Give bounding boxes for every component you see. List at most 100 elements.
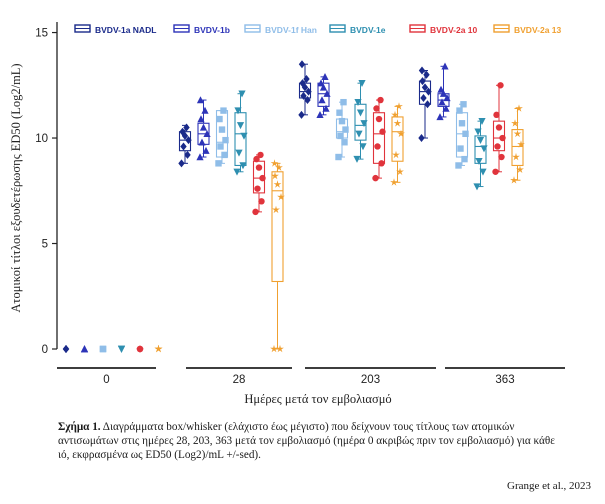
data-point bbox=[458, 120, 466, 127]
legend-entry: BVDV-1e bbox=[350, 25, 386, 35]
box-whisker-chart: BVDV-1a NADL BVDV-1b BVDV-1f Han BVDV-1e BVD… bbox=[9, 22, 565, 406]
data-point bbox=[353, 155, 361, 163]
data-point bbox=[323, 89, 331, 97]
data-point bbox=[203, 130, 211, 138]
data-point bbox=[202, 146, 210, 154]
data-point bbox=[254, 185, 261, 192]
box-group bbox=[270, 159, 285, 353]
data-point bbox=[461, 155, 468, 163]
box-group bbox=[372, 96, 386, 182]
data-point bbox=[390, 178, 398, 186]
data-point bbox=[234, 107, 242, 115]
data-point bbox=[372, 174, 379, 182]
data-point bbox=[235, 149, 243, 157]
data-point bbox=[304, 96, 311, 105]
box bbox=[234, 112, 247, 167]
x-tick-label: 28 bbox=[233, 374, 246, 386]
data-point bbox=[498, 153, 505, 161]
data-point bbox=[375, 115, 383, 123]
box-group bbox=[136, 345, 144, 353]
data-point bbox=[455, 162, 462, 169]
data-point bbox=[201, 106, 209, 114]
data-point bbox=[258, 198, 265, 205]
data-point bbox=[341, 139, 348, 146]
legend-entry: BVDV-1f Han bbox=[265, 25, 317, 35]
figure-caption: Σχήμα 1. Διαγράμματα box/whisker (ελάχισ… bbox=[58, 420, 558, 462]
data-point bbox=[338, 117, 346, 125]
y-axis-label: Ατομικοί τίτλοι εξουδετέρωσης ED50 (Log2… bbox=[9, 63, 23, 312]
data-point bbox=[303, 74, 310, 83]
data-point bbox=[378, 160, 385, 167]
data-point bbox=[374, 143, 381, 150]
data-point bbox=[252, 208, 259, 216]
data-point bbox=[360, 120, 368, 128]
legend-entry: BVDV-1a NADL bbox=[95, 25, 156, 35]
data-point bbox=[354, 98, 362, 106]
data-point bbox=[379, 128, 386, 135]
data-point bbox=[178, 159, 185, 168]
box-group bbox=[298, 60, 312, 119]
box-group bbox=[316, 73, 331, 119]
legend: BVDV-1a NADL BVDV-1b BVDV-1f Han BVDV-1e BVD… bbox=[74, 24, 562, 35]
box-group bbox=[390, 102, 405, 186]
data-point bbox=[397, 129, 405, 138]
data-point bbox=[197, 115, 205, 123]
data-point bbox=[499, 134, 506, 142]
data-point bbox=[497, 82, 504, 89]
data-point bbox=[183, 123, 190, 132]
data-point bbox=[257, 151, 264, 159]
plot-area bbox=[62, 60, 525, 353]
data-point bbox=[184, 150, 191, 159]
data-point bbox=[179, 127, 186, 136]
data-point bbox=[425, 87, 432, 96]
data-point bbox=[318, 96, 326, 104]
box-group bbox=[335, 98, 349, 161]
data-point bbox=[180, 142, 187, 151]
box-group bbox=[117, 345, 126, 353]
data-point bbox=[478, 117, 486, 125]
data-point bbox=[424, 100, 431, 109]
data-point bbox=[238, 90, 246, 98]
data-point bbox=[456, 107, 463, 114]
data-point bbox=[441, 62, 449, 70]
data-point bbox=[236, 122, 245, 130]
data-point bbox=[421, 83, 429, 92]
data-point bbox=[136, 345, 144, 353]
data-point bbox=[420, 93, 427, 102]
data-point bbox=[510, 176, 518, 184]
box-group bbox=[215, 107, 229, 167]
box bbox=[474, 135, 487, 164]
data-point bbox=[511, 119, 519, 127]
data-point bbox=[342, 126, 349, 133]
data-point bbox=[185, 136, 192, 145]
x-tick-label: 363 bbox=[495, 374, 514, 386]
data-point bbox=[275, 163, 283, 171]
data-point bbox=[419, 77, 426, 86]
data-point bbox=[198, 138, 206, 146]
data-point bbox=[298, 110, 305, 119]
box-group bbox=[80, 345, 89, 353]
data-point bbox=[239, 162, 247, 170]
data-point bbox=[517, 140, 525, 148]
data-point bbox=[300, 91, 307, 100]
data-point bbox=[457, 145, 464, 152]
data-point bbox=[276, 344, 284, 353]
data-point bbox=[154, 344, 163, 353]
data-point bbox=[316, 111, 324, 119]
data-point bbox=[513, 129, 522, 138]
data-point bbox=[253, 155, 260, 163]
data-point bbox=[259, 174, 266, 182]
data-point bbox=[438, 98, 446, 106]
data-point bbox=[436, 113, 444, 121]
data-point bbox=[358, 79, 366, 87]
data-point bbox=[117, 345, 126, 353]
data-point bbox=[181, 131, 189, 140]
box-group bbox=[154, 344, 163, 353]
box-group bbox=[252, 151, 266, 216]
data-point bbox=[220, 107, 227, 114]
data-point bbox=[442, 104, 450, 112]
caption-text: Διαγράμματα box/whisker (ελάχιστο έως μέ… bbox=[58, 421, 555, 461]
data-point bbox=[437, 85, 445, 93]
y-tick-label: 0 bbox=[42, 344, 48, 356]
data-point bbox=[321, 73, 329, 81]
